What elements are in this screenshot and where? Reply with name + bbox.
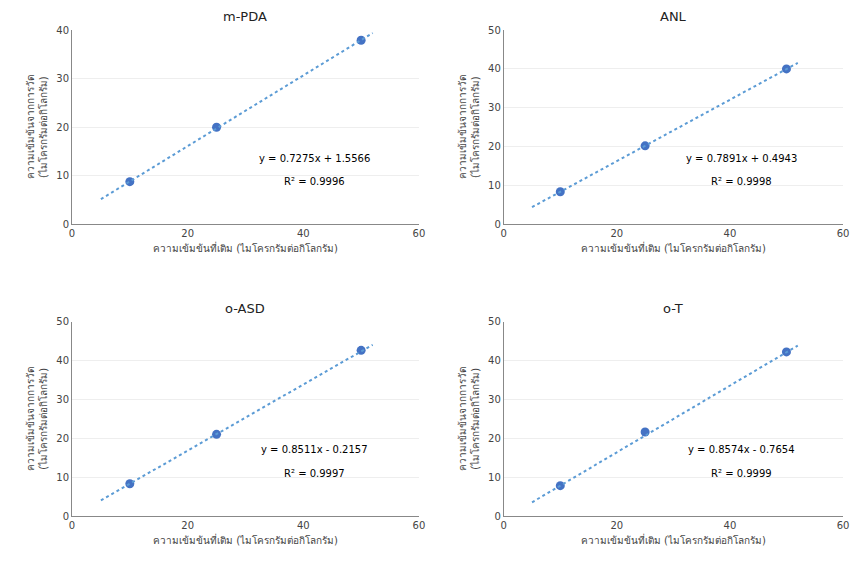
svg-text:10: 10	[488, 180, 501, 191]
svg-text:20: 20	[181, 520, 194, 531]
svg-text:10: 10	[488, 472, 501, 483]
svg-text:60: 60	[413, 520, 426, 531]
svg-text:y = 0.8511x - 0.2157: y = 0.8511x - 0.2157	[261, 444, 368, 455]
svg-text:30: 30	[56, 73, 69, 84]
svg-text:30: 30	[488, 102, 501, 113]
svg-text:20: 20	[56, 433, 69, 444]
svg-text:0: 0	[501, 228, 507, 239]
svg-text:30: 30	[488, 394, 501, 405]
svg-text:ความเข้มข้นจากการวัด(ไมโครกรัม: ความเข้มข้นจากการวัด(ไมโครกรัมต่อกิโลกรั…	[25, 75, 49, 179]
svg-text:40: 40	[297, 228, 310, 239]
svg-text:20: 20	[610, 228, 623, 239]
svg-text:R² = 0.9996: R² = 0.9996	[284, 176, 345, 187]
svg-text:y = 0.7275x + 1.5566: y = 0.7275x + 1.5566	[259, 153, 370, 164]
svg-text:0: 0	[63, 511, 69, 522]
svg-text:60: 60	[837, 228, 850, 239]
svg-text:40: 40	[488, 63, 501, 74]
svg-text:ความเข้มข้นที่เติม (ไมโครกรัมต: ความเข้มข้นที่เติม (ไมโครกรัมต่อกิโลกรัม…	[153, 241, 338, 254]
svg-text:0: 0	[63, 219, 69, 230]
svg-text:m-PDA: m-PDA	[223, 9, 267, 24]
svg-text:40: 40	[724, 228, 737, 239]
svg-text:ความเข้มข้นจากการวัด(ไมโครกรัม: ความเข้มข้นจากการวัด(ไมโครกรัมต่อกิโลกรั…	[457, 75, 481, 179]
svg-text:ความเข้มข้นที่เติม (ไมโครกรัมต: ความเข้มข้นที่เติม (ไมโครกรัมต่อกิโลกรัม…	[581, 533, 766, 546]
svg-text:0: 0	[501, 520, 507, 531]
svg-text:y = 0.8574x - 0.7654: y = 0.8574x - 0.7654	[688, 444, 795, 455]
svg-text:ความเข้มข้นที่เติม (ไมโครกรัมต: ความเข้มข้นที่เติม (ไมโครกรัมต่อกิโลกรัม…	[581, 241, 766, 254]
svg-text:R² = 0.9999: R² = 0.9999	[711, 468, 772, 479]
svg-text:60: 60	[837, 520, 850, 531]
svg-text:30: 30	[56, 394, 69, 405]
svg-text:40: 40	[56, 25, 69, 36]
svg-text:50: 50	[488, 316, 501, 327]
svg-text:50: 50	[56, 316, 69, 327]
svg-text:20: 20	[181, 228, 194, 239]
svg-text:40: 40	[724, 520, 737, 531]
svg-text:40: 40	[488, 355, 501, 366]
svg-text:10: 10	[56, 170, 69, 181]
svg-text:60: 60	[413, 228, 426, 239]
svg-text:20: 20	[610, 520, 623, 531]
svg-text:R² = 0.9998: R² = 0.9998	[711, 176, 772, 187]
svg-text:o-ASD: o-ASD	[225, 301, 265, 316]
svg-text:y = 0.7891x + 0.4943: y = 0.7891x + 0.4943	[686, 153, 797, 164]
svg-text:ความเข้มข้นจากการวัด(ไมโครกรัม: ความเข้มข้นจากการวัด(ไมโครกรัมต่อกิโลกรั…	[25, 367, 49, 471]
svg-text:20: 20	[56, 122, 69, 133]
svg-text:20: 20	[488, 141, 501, 152]
svg-text:40: 40	[56, 355, 69, 366]
svg-text:0: 0	[69, 520, 75, 531]
svg-text:0: 0	[494, 511, 500, 522]
svg-text:40: 40	[297, 520, 310, 531]
svg-text:0: 0	[69, 228, 75, 239]
svg-text:ANL: ANL	[660, 9, 687, 24]
svg-text:R² = 0.9997: R² = 0.9997	[284, 468, 345, 479]
svg-text:10: 10	[56, 472, 69, 483]
svg-text:ความเข้มข้นจากการวัด(ไมโครกรัม: ความเข้มข้นจากการวัด(ไมโครกรัมต่อกิโลกรั…	[457, 367, 481, 471]
svg-text:50: 50	[488, 25, 501, 36]
svg-text:o-T: o-T	[663, 301, 683, 316]
svg-text:20: 20	[488, 433, 501, 444]
svg-text:0: 0	[494, 219, 500, 230]
svg-text:ความเข้มข้นที่เติม (ไมโครกรัมต: ความเข้มข้นที่เติม (ไมโครกรัมต่อกิโลกรัม…	[153, 533, 338, 546]
